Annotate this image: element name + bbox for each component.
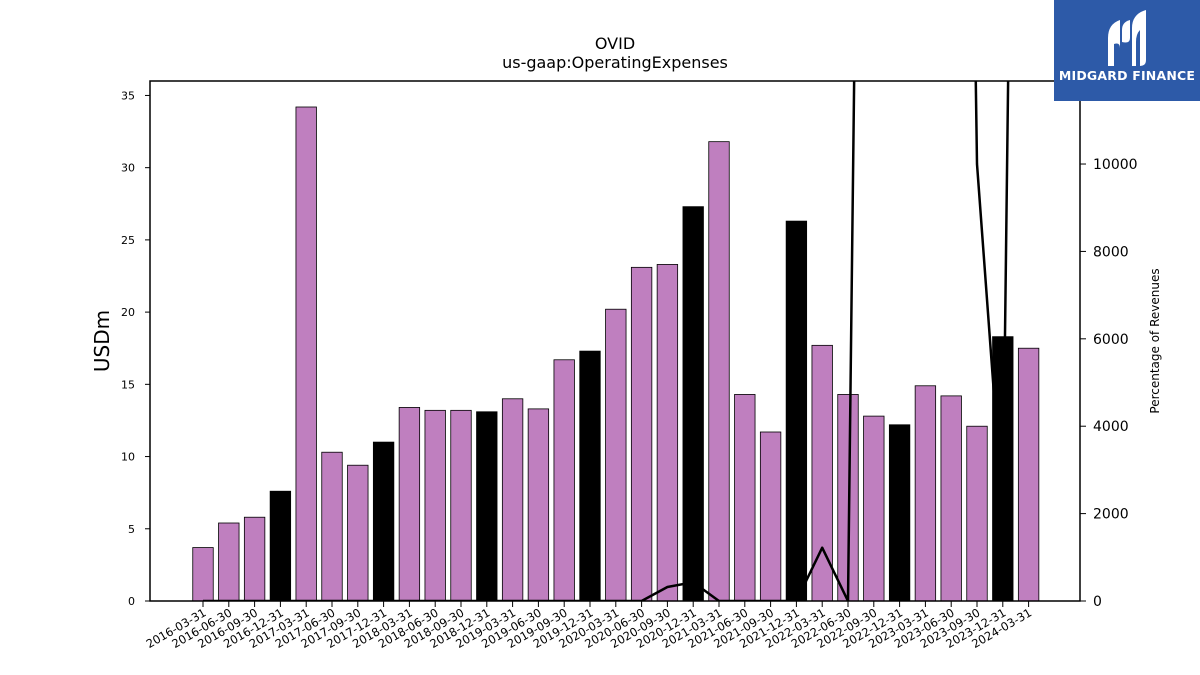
bar-2019-03-31 bbox=[501, 398, 524, 601]
midgard-finance-logo-mark-icon bbox=[1108, 10, 1146, 66]
y-tick-label: 30 bbox=[121, 162, 135, 175]
bar-2021-06-30 bbox=[734, 394, 756, 601]
y-tick-label: 10 bbox=[121, 451, 135, 464]
plot-frame bbox=[149, 80, 1081, 602]
y2-axis-label: Percentage of Revenues bbox=[1148, 268, 1162, 413]
y2-tick-label: 2000 bbox=[1093, 507, 1129, 523]
bar-2022-12-31 bbox=[888, 424, 911, 601]
y2-tick-label: 4000 bbox=[1093, 419, 1129, 435]
bar-2020-12-31 bbox=[682, 206, 704, 601]
bar-2019-09-30 bbox=[553, 359, 575, 601]
brand-logo-text: MIDGARD FINANCE bbox=[1058, 68, 1196, 83]
bar-2023-09-30 bbox=[966, 425, 988, 601]
bar-2016-12-31 bbox=[269, 490, 292, 601]
brand-logo: MIDGARD FINANCE bbox=[1054, 0, 1200, 101]
chart-title: OVID bbox=[595, 34, 635, 53]
bar-2018-09-30 bbox=[450, 409, 472, 601]
bar-2020-09-30 bbox=[656, 264, 679, 601]
y-axis-label: USDm bbox=[90, 310, 114, 372]
percentage-line-segment-1 bbox=[974, 81, 1010, 515]
bar-2016-06-30 bbox=[218, 522, 240, 601]
bar-2024-03-31 bbox=[1017, 347, 1040, 601]
bar-series bbox=[192, 106, 1040, 601]
y-tick-label: 15 bbox=[121, 378, 135, 391]
y2-tick-label: 6000 bbox=[1093, 332, 1129, 348]
bar-2023-03-31 bbox=[914, 385, 937, 601]
bar-2020-06-30 bbox=[630, 266, 653, 601]
y-tick-label: 20 bbox=[121, 306, 135, 319]
y2-tick-label: 10000 bbox=[1093, 157, 1138, 173]
y2-tick-label: 8000 bbox=[1093, 244, 1129, 260]
bar-2021-03-31 bbox=[708, 141, 730, 601]
bar-2018-12-31 bbox=[476, 411, 498, 601]
y-tick-label: 25 bbox=[121, 234, 135, 247]
bar-2018-06-30 bbox=[424, 409, 446, 601]
bar-2019-06-30 bbox=[527, 408, 550, 601]
y2-tick-label: 0 bbox=[1093, 594, 1102, 610]
line-series bbox=[203, 81, 1010, 601]
y-axis-right: 0 2000 4000 6000 8000 10000 bbox=[1080, 157, 1138, 610]
y-axis-left: 0 5 10 15 20 25 30 35 bbox=[121, 89, 150, 608]
bar-2016-09-30 bbox=[243, 516, 266, 601]
y-tick-label: 35 bbox=[121, 89, 135, 102]
bar-2021-09-30 bbox=[759, 431, 782, 601]
bar-2023-06-30 bbox=[940, 395, 962, 601]
y-tick-label: 0 bbox=[128, 595, 135, 608]
bar-2017-03-31 bbox=[295, 106, 317, 601]
chart-subtitle: us-gaap:OperatingExpenses bbox=[502, 53, 728, 72]
bar-2016-03-31 bbox=[192, 547, 214, 601]
bar-2017-12-31 bbox=[372, 441, 395, 601]
bar-2020-03-31 bbox=[605, 308, 627, 601]
y-tick-label: 5 bbox=[128, 523, 135, 536]
x-axis: 2016-03-312016-06-302016-09-302016-12-31… bbox=[144, 601, 1034, 651]
bar-2017-06-30 bbox=[321, 451, 343, 601]
bar-2018-03-31 bbox=[398, 407, 421, 601]
bar-2019-12-31 bbox=[579, 350, 601, 601]
bar-2022-03-31 bbox=[811, 344, 833, 601]
bar-2017-09-30 bbox=[347, 464, 369, 601]
bar-2022-09-30 bbox=[863, 415, 885, 601]
bar-2021-12-31 bbox=[785, 220, 808, 601]
